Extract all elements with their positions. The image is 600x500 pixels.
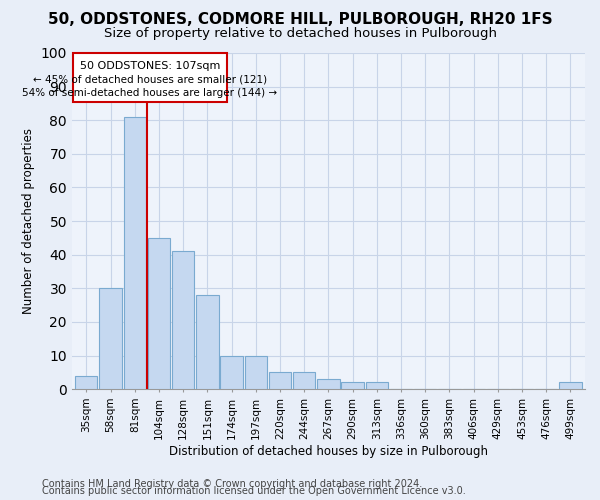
Bar bbox=[245, 356, 267, 389]
Bar bbox=[220, 356, 243, 389]
Bar bbox=[75, 376, 97, 389]
Text: 54% of semi-detached houses are larger (144) →: 54% of semi-detached houses are larger (… bbox=[22, 88, 277, 99]
Bar bbox=[148, 238, 170, 389]
Bar bbox=[100, 288, 122, 389]
Text: 50, ODDSTONES, CODMORE HILL, PULBOROUGH, RH20 1FS: 50, ODDSTONES, CODMORE HILL, PULBOROUGH,… bbox=[47, 12, 553, 28]
Bar bbox=[269, 372, 291, 389]
Text: Contains HM Land Registry data © Crown copyright and database right 2024.: Contains HM Land Registry data © Crown c… bbox=[42, 479, 422, 489]
Bar bbox=[73, 53, 227, 102]
X-axis label: Distribution of detached houses by size in Pulborough: Distribution of detached houses by size … bbox=[169, 444, 488, 458]
Text: ← 45% of detached houses are smaller (121): ← 45% of detached houses are smaller (12… bbox=[33, 75, 267, 85]
Y-axis label: Number of detached properties: Number of detached properties bbox=[22, 128, 35, 314]
Text: 50 ODDSTONES: 107sqm: 50 ODDSTONES: 107sqm bbox=[80, 62, 220, 72]
Bar bbox=[559, 382, 581, 389]
Bar bbox=[341, 382, 364, 389]
Bar bbox=[172, 252, 194, 389]
Bar bbox=[293, 372, 316, 389]
Text: Size of property relative to detached houses in Pulborough: Size of property relative to detached ho… bbox=[104, 28, 497, 40]
Bar bbox=[365, 382, 388, 389]
Text: Contains public sector information licensed under the Open Government Licence v3: Contains public sector information licen… bbox=[42, 486, 466, 496]
Bar bbox=[317, 379, 340, 389]
Bar bbox=[196, 295, 218, 389]
Bar bbox=[124, 117, 146, 389]
